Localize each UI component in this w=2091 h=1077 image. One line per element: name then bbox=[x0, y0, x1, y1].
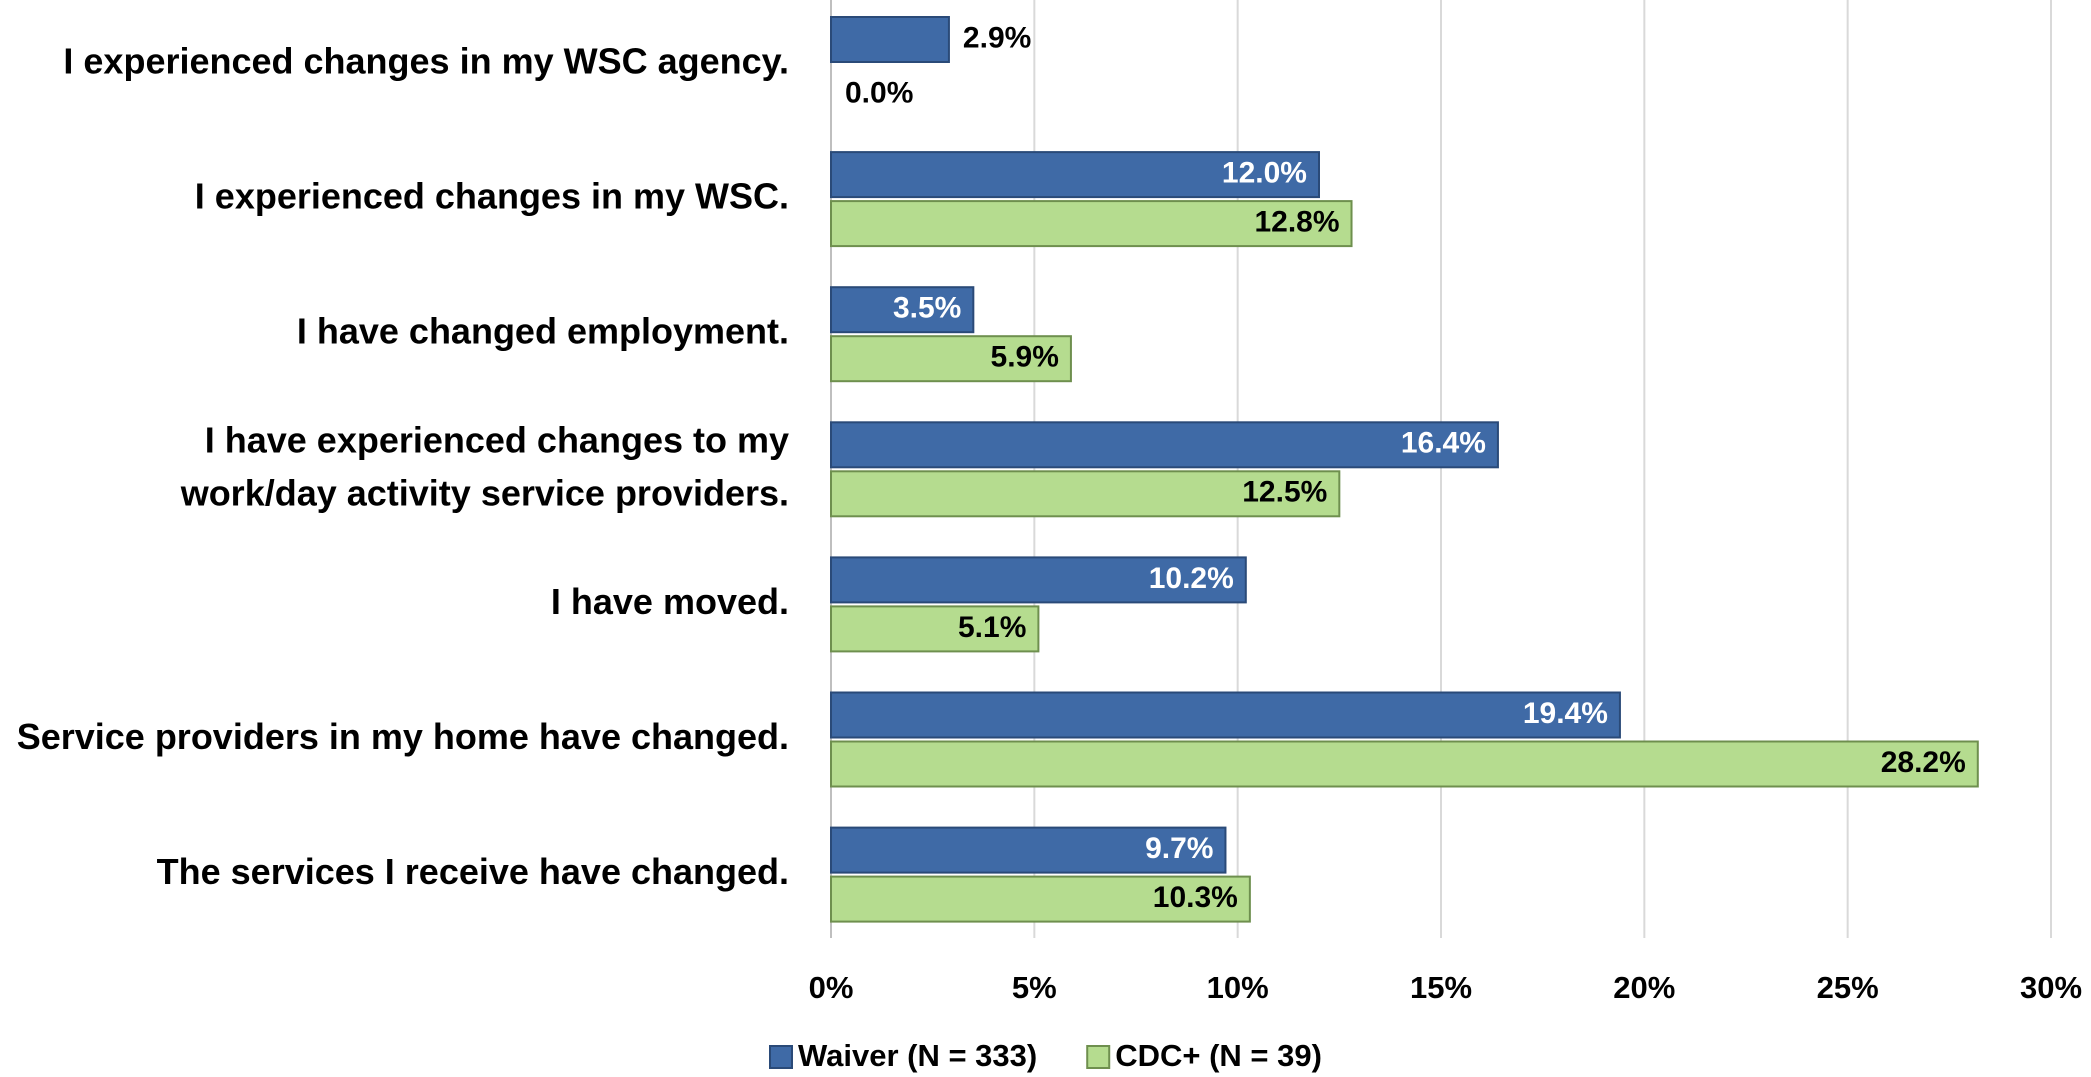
bar bbox=[830, 875, 1251, 923]
value-label: 19.4% bbox=[1523, 697, 1608, 730]
bar bbox=[830, 605, 1040, 653]
bar bbox=[830, 556, 1247, 604]
category-label: I have experienced changes to my bbox=[205, 419, 789, 460]
bar bbox=[830, 151, 1320, 199]
x-tick-label: 15% bbox=[1410, 970, 1472, 1005]
value-label: 12.0% bbox=[1222, 157, 1307, 190]
category-label: I experienced changes in my WSC agency. bbox=[63, 41, 789, 82]
x-tick-label: 5% bbox=[1012, 970, 1057, 1005]
value-label: 12.5% bbox=[1242, 476, 1327, 509]
bar bbox=[830, 740, 1979, 788]
category-label: I have moved. bbox=[551, 581, 789, 622]
value-label: 28.2% bbox=[1881, 746, 1966, 779]
value-label: 10.3% bbox=[1153, 881, 1238, 914]
value-label: 5.9% bbox=[991, 341, 1059, 374]
category-label: I have changed employment. bbox=[297, 311, 789, 352]
value-label: 2.9% bbox=[963, 21, 1031, 54]
value-label: 10.2% bbox=[1149, 562, 1234, 595]
x-tick-label: 10% bbox=[1207, 970, 1269, 1005]
value-label: 9.7% bbox=[1145, 832, 1213, 865]
bar bbox=[830, 691, 1621, 739]
category-label: Service providers in my home have change… bbox=[17, 716, 789, 757]
legend-swatch bbox=[769, 1045, 793, 1069]
bar bbox=[830, 470, 1341, 518]
legend-swatch bbox=[1086, 1045, 1111, 1069]
value-label: 3.5% bbox=[893, 292, 961, 325]
value-label: 16.4% bbox=[1401, 427, 1486, 460]
bar bbox=[830, 826, 1227, 874]
bar bbox=[830, 335, 1072, 383]
legend-label: Waiver (N = 333) bbox=[798, 1038, 1037, 1073]
category-label: work/day activity service providers. bbox=[180, 472, 789, 513]
bar bbox=[830, 200, 1353, 248]
x-tick-label: 20% bbox=[1613, 970, 1675, 1005]
x-tick-label: 30% bbox=[2020, 970, 2082, 1005]
category-label: I experienced changes in my WSC. bbox=[195, 176, 789, 217]
bar bbox=[830, 286, 975, 334]
value-label: 12.8% bbox=[1254, 206, 1339, 239]
x-tick-label: 25% bbox=[1817, 970, 1879, 1005]
bar bbox=[830, 421, 1499, 469]
bar bbox=[830, 16, 950, 63]
x-tick-label: 0% bbox=[809, 970, 854, 1005]
category-label: The services I receive have changed. bbox=[157, 851, 789, 892]
value-label: 0.0% bbox=[845, 76, 913, 109]
legend-label: CDC+ (N = 39) bbox=[1115, 1038, 1322, 1073]
value-label: 5.1% bbox=[958, 611, 1026, 644]
